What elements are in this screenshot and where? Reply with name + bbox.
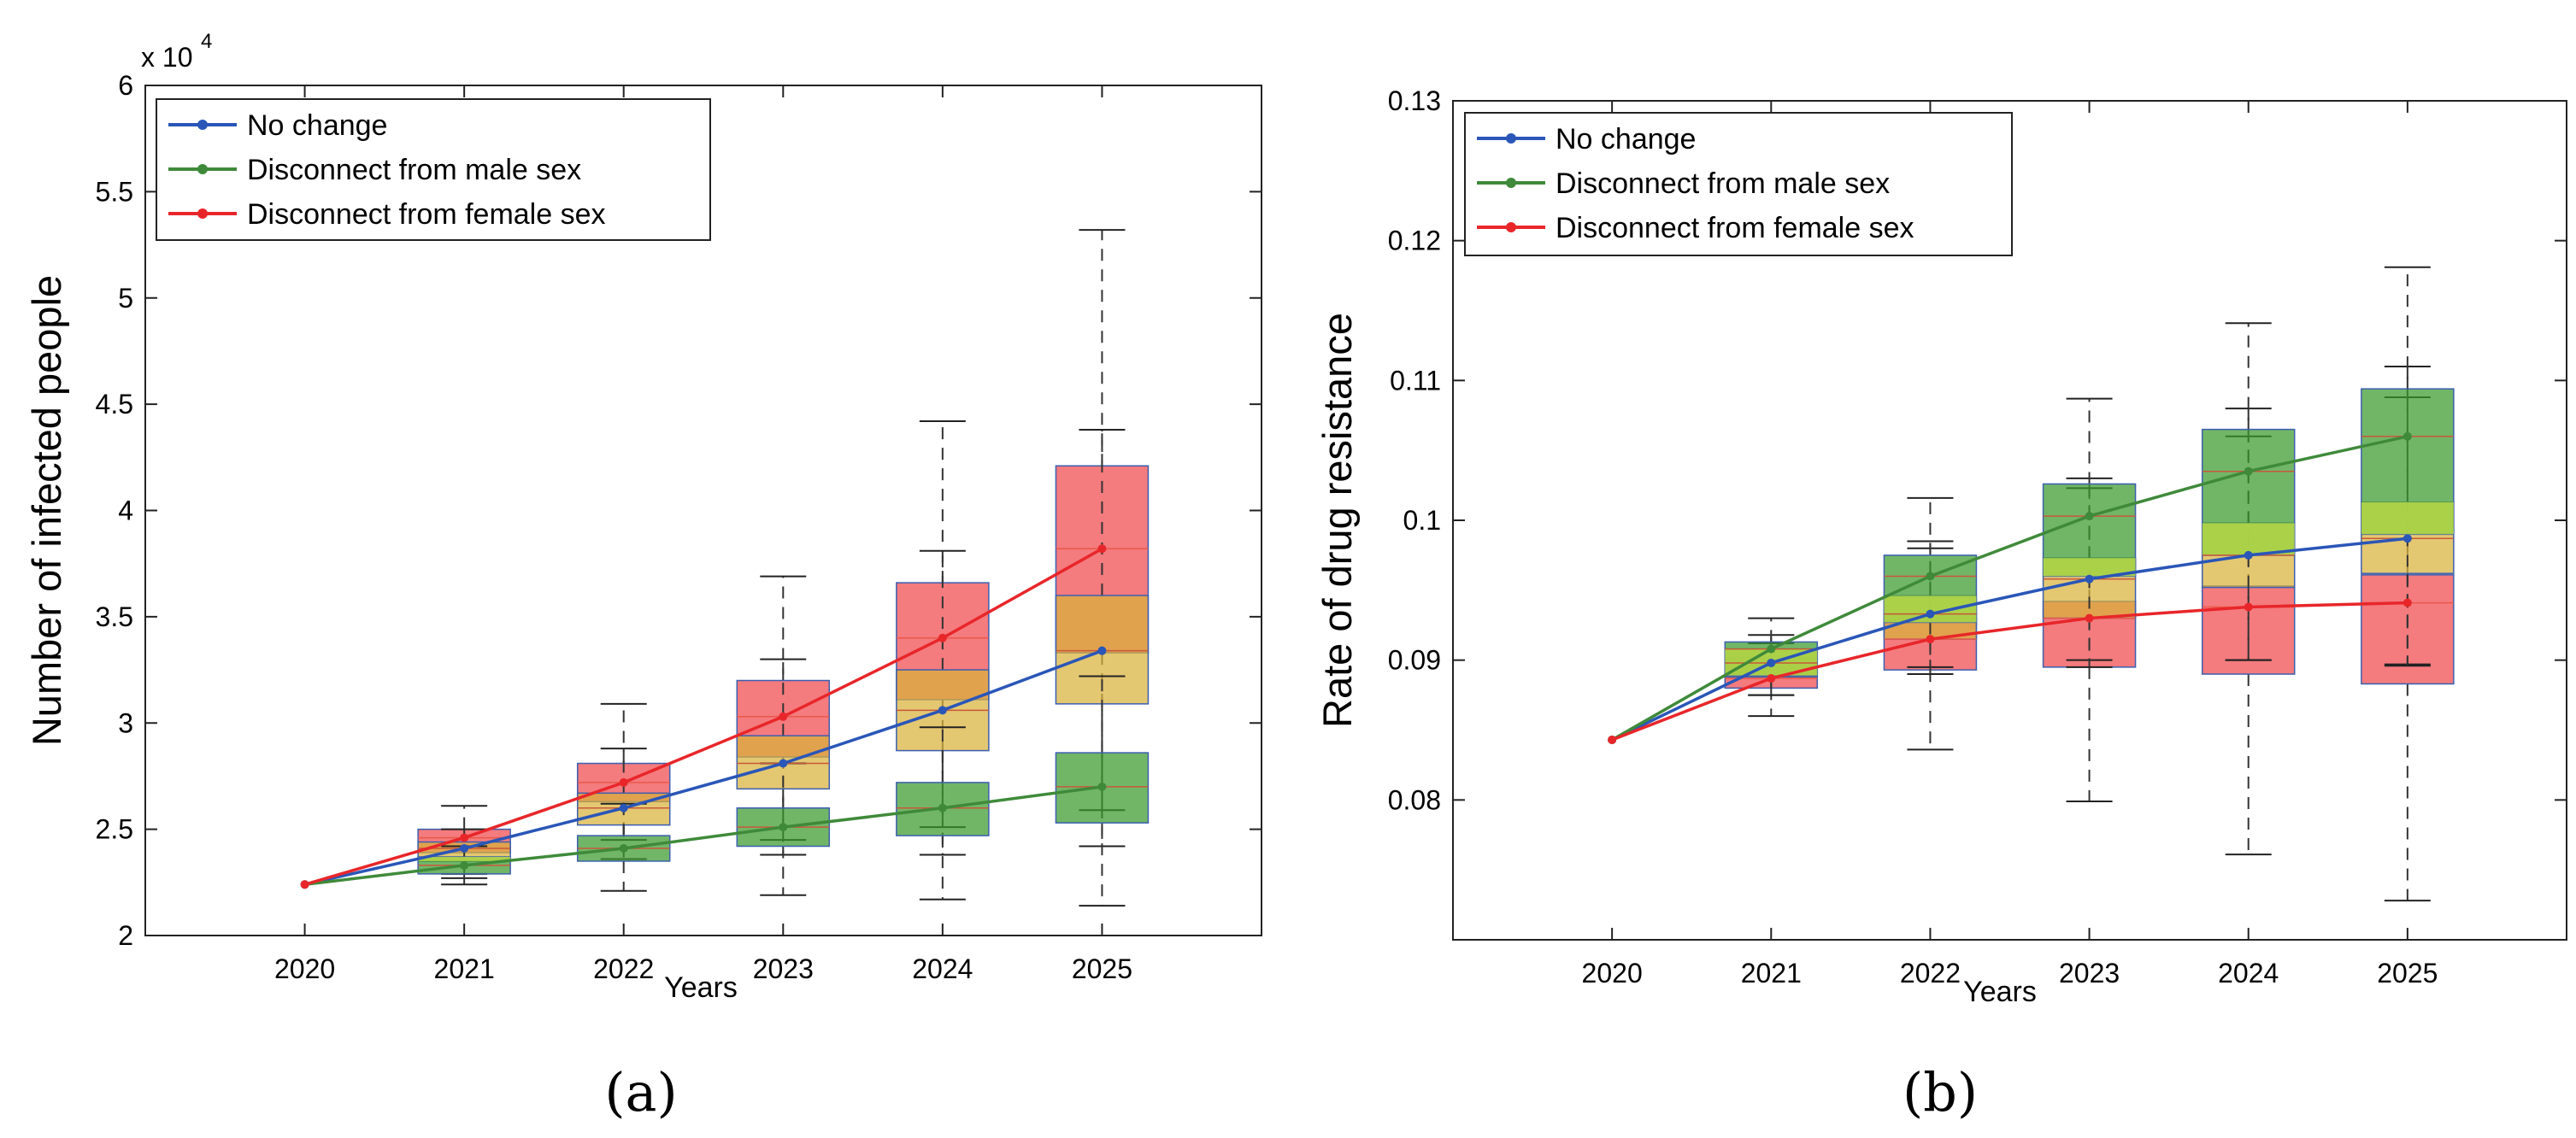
y-tick-label: 4.5 <box>96 389 133 419</box>
data-point <box>300 880 309 889</box>
x-tick-label: 2020 <box>274 953 335 984</box>
x-tick-label: 2021 <box>434 953 495 984</box>
data-point <box>2085 574 2094 584</box>
y-tick-label: 0.11 <box>1390 365 1441 396</box>
series-line-no-change <box>1611 537 2408 742</box>
legend-label: No change <box>1556 123 1696 155</box>
data-point <box>2244 602 2253 612</box>
series-line-disconnect-from-male-sex <box>304 785 1103 887</box>
y-exponent-power: 4 <box>201 30 212 53</box>
x-tick-label: 2022 <box>1900 958 1961 988</box>
data-point <box>619 777 628 787</box>
data-point <box>2403 534 2412 543</box>
y-tick-label: 4 <box>118 496 133 526</box>
data-point <box>1767 658 1776 667</box>
x-axis-label: Years <box>1963 976 2037 1008</box>
data-point <box>2403 431 2412 441</box>
legend-marker <box>197 120 208 130</box>
y-tick-label: 0.08 <box>1388 784 1441 815</box>
legend-marker <box>197 208 208 219</box>
panel-caption: (a) <box>604 1061 677 1123</box>
y-tick-label: 0.13 <box>1388 85 1441 116</box>
legend-label: No change <box>247 109 387 142</box>
legend-label: Disconnect from male sex <box>247 154 581 186</box>
y-tick-label: 0.09 <box>1388 645 1441 676</box>
data-point <box>619 844 628 854</box>
y-axis-label: Rate of drug resistance <box>1314 313 1360 728</box>
data-point <box>1926 609 1935 619</box>
data-point <box>1097 544 1107 554</box>
legend-box <box>1464 112 2013 256</box>
data-point <box>779 823 788 832</box>
legend-marker <box>1506 222 1516 232</box>
legend-label: Disconnect from male sex <box>1556 167 1890 200</box>
y-tick-label: 2 <box>118 920 133 951</box>
y-tick-label: 6 <box>118 70 133 101</box>
y-tick-label: 2.5 <box>96 814 133 845</box>
data-point <box>1097 782 1107 791</box>
legend-label: Disconnect from female sex <box>1556 212 1914 244</box>
x-tick-label: 2024 <box>912 953 973 984</box>
data-point <box>1097 646 1107 655</box>
legend-label: Disconnect from female sex <box>247 198 606 231</box>
legend-marker <box>1506 133 1516 144</box>
data-point <box>1767 644 1776 654</box>
y-axis-label: Number of infected people <box>24 275 69 746</box>
data-point <box>1926 572 1935 581</box>
x-tick-label: 2023 <box>2059 958 2120 988</box>
data-point <box>2244 466 2253 476</box>
data-point <box>1608 735 1617 744</box>
box-overlap <box>1884 595 1977 623</box>
data-point <box>2244 550 2253 560</box>
data-point <box>1767 673 1776 683</box>
y-tick-label: 3.5 <box>96 601 133 632</box>
data-point <box>460 833 469 842</box>
y-tick-label: 5.5 <box>96 176 133 207</box>
y-tick-label: 5 <box>118 283 133 314</box>
panel-b: 0.08 0.09 0.1 0.11 0.12 0.13 2020 2021 2022 2023 2… <box>1314 85 2567 1123</box>
data-point <box>619 803 628 812</box>
x-tick-label: 2024 <box>2218 958 2279 988</box>
data-point <box>1926 635 1935 644</box>
legend-box <box>156 98 711 241</box>
data-point <box>779 712 788 721</box>
y-exponent-label: x 10 <box>141 42 192 73</box>
data-point <box>938 706 947 715</box>
series-line-disconnect-from-female-sex <box>1611 601 2408 742</box>
x-axis-label: Years <box>664 971 738 1004</box>
panel-caption: (b) <box>1903 1061 1978 1123</box>
data-point <box>460 844 469 854</box>
box-overlap <box>418 856 511 861</box>
box-overlap <box>2202 523 2295 555</box>
x-tick-label: 2025 <box>2377 958 2438 988</box>
y-tick-label: 3 <box>118 707 133 738</box>
data-point <box>938 803 947 812</box>
data-point <box>938 633 947 642</box>
data-point <box>2085 613 2094 623</box>
data-point <box>2403 598 2412 607</box>
y-tick-label: 0.1 <box>1403 505 1441 536</box>
box-overlap <box>2043 558 2136 577</box>
x-tick-label: 2023 <box>753 953 814 984</box>
x-tick-label: 2021 <box>1741 958 1802 988</box>
x-tick-label: 2022 <box>593 953 654 984</box>
legend-marker <box>1506 178 1516 188</box>
data-point <box>779 759 788 768</box>
series-line-disconnect-from-female-sex <box>304 547 1103 886</box>
data-point <box>2085 512 2094 521</box>
x-tick-label: 2025 <box>1072 953 1132 984</box>
y-tick-label: 0.12 <box>1388 226 1441 256</box>
box-overlap <box>2361 502 2454 535</box>
x-tick-label: 2020 <box>1582 958 1643 988</box>
data-point <box>460 860 469 870</box>
box-disconnect-from-female-sex <box>2361 574 2455 685</box>
legend-marker <box>197 164 208 174</box>
series-line-no-change <box>304 649 1103 887</box>
series-line-disconnect-from-male-sex <box>1611 435 2408 742</box>
panel-a: 2 2.5 3 3.5 4 4.5 5 5.5 6 2020 2021 2022 2023 2024 202… <box>24 30 1262 1123</box>
